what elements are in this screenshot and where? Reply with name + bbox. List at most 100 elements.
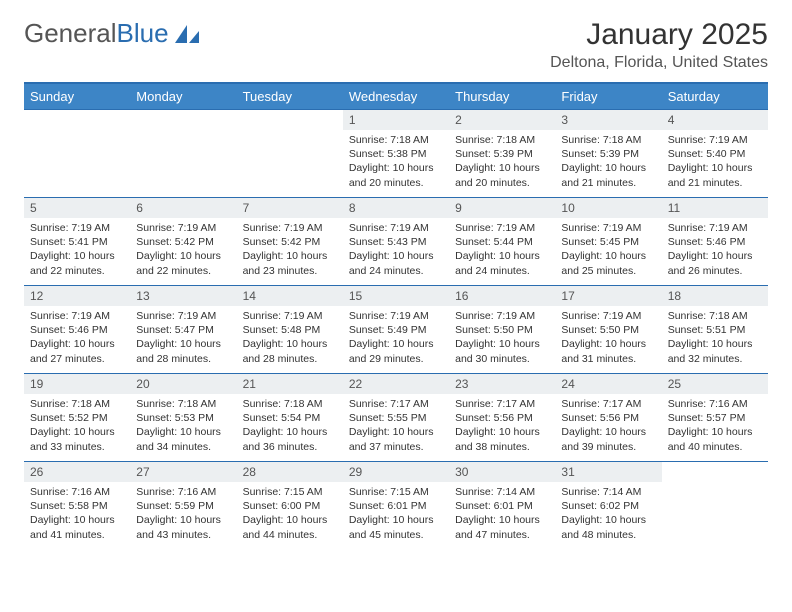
daylight-text: Daylight: 10 hours and 33 minutes. (30, 425, 124, 453)
sunrise-text: Sunrise: 7:14 AM (455, 485, 549, 499)
calendar-week-row: 1Sunrise: 7:18 AMSunset: 5:38 PMDaylight… (24, 110, 768, 198)
sunrise-text: Sunrise: 7:14 AM (561, 485, 655, 499)
day-number (237, 110, 343, 116)
sunset-text: Sunset: 5:45 PM (561, 235, 655, 249)
day-details: Sunrise: 7:19 AMSunset: 5:47 PMDaylight:… (130, 306, 236, 370)
day-details: Sunrise: 7:17 AMSunset: 5:56 PMDaylight:… (449, 394, 555, 458)
day-number: 17 (555, 286, 661, 306)
day-number: 29 (343, 462, 449, 482)
calendar-body: 1Sunrise: 7:18 AMSunset: 5:38 PMDaylight… (24, 110, 768, 550)
calendar-day-cell: 19Sunrise: 7:18 AMSunset: 5:52 PMDayligh… (24, 374, 130, 462)
calendar-day-cell: 5Sunrise: 7:19 AMSunset: 5:41 PMDaylight… (24, 198, 130, 286)
daylight-text: Daylight: 10 hours and 28 minutes. (243, 337, 337, 365)
daylight-text: Daylight: 10 hours and 40 minutes. (668, 425, 762, 453)
title-block: January 2025 Deltona, Florida, United St… (550, 18, 768, 72)
sunrise-text: Sunrise: 7:19 AM (136, 221, 230, 235)
calendar-day-cell: 12Sunrise: 7:19 AMSunset: 5:46 PMDayligh… (24, 286, 130, 374)
day-details: Sunrise: 7:16 AMSunset: 5:59 PMDaylight:… (130, 482, 236, 546)
day-number: 24 (555, 374, 661, 394)
day-details: Sunrise: 7:19 AMSunset: 5:43 PMDaylight:… (343, 218, 449, 282)
sunrise-text: Sunrise: 7:17 AM (455, 397, 549, 411)
sunrise-text: Sunrise: 7:19 AM (668, 133, 762, 147)
day-number: 26 (24, 462, 130, 482)
daylight-text: Daylight: 10 hours and 21 minutes. (668, 161, 762, 189)
daylight-text: Daylight: 10 hours and 23 minutes. (243, 249, 337, 277)
daylight-text: Daylight: 10 hours and 30 minutes. (455, 337, 549, 365)
calendar-day-cell: 30Sunrise: 7:14 AMSunset: 6:01 PMDayligh… (449, 462, 555, 550)
sunset-text: Sunset: 5:55 PM (349, 411, 443, 425)
weekday-header: Saturday (662, 83, 768, 110)
day-number: 20 (130, 374, 236, 394)
calendar-day-cell (24, 110, 130, 198)
sunrise-text: Sunrise: 7:19 AM (30, 309, 124, 323)
sunset-text: Sunset: 6:01 PM (455, 499, 549, 513)
calendar-day-cell: 20Sunrise: 7:18 AMSunset: 5:53 PMDayligh… (130, 374, 236, 462)
weekday-header: Monday (130, 83, 236, 110)
daylight-text: Daylight: 10 hours and 25 minutes. (561, 249, 655, 277)
daylight-text: Daylight: 10 hours and 22 minutes. (136, 249, 230, 277)
day-details: Sunrise: 7:15 AMSunset: 6:01 PMDaylight:… (343, 482, 449, 546)
day-number: 19 (24, 374, 130, 394)
weekday-header: Friday (555, 83, 661, 110)
calendar-week-row: 12Sunrise: 7:19 AMSunset: 5:46 PMDayligh… (24, 286, 768, 374)
sunset-text: Sunset: 6:00 PM (243, 499, 337, 513)
calendar-day-cell: 28Sunrise: 7:15 AMSunset: 6:00 PMDayligh… (237, 462, 343, 550)
day-number: 12 (24, 286, 130, 306)
sunrise-text: Sunrise: 7:19 AM (349, 221, 443, 235)
daylight-text: Daylight: 10 hours and 24 minutes. (349, 249, 443, 277)
location-subtitle: Deltona, Florida, United States (550, 54, 768, 72)
sunset-text: Sunset: 5:44 PM (455, 235, 549, 249)
calendar-day-cell: 1Sunrise: 7:18 AMSunset: 5:38 PMDaylight… (343, 110, 449, 198)
sunrise-text: Sunrise: 7:19 AM (30, 221, 124, 235)
day-number: 8 (343, 198, 449, 218)
calendar-day-cell (237, 110, 343, 198)
sunrise-text: Sunrise: 7:18 AM (668, 309, 762, 323)
calendar-week-row: 26Sunrise: 7:16 AMSunset: 5:58 PMDayligh… (24, 462, 768, 550)
sunset-text: Sunset: 5:51 PM (668, 323, 762, 337)
day-details: Sunrise: 7:17 AMSunset: 5:55 PMDaylight:… (343, 394, 449, 458)
sunrise-text: Sunrise: 7:18 AM (349, 133, 443, 147)
sunrise-text: Sunrise: 7:19 AM (455, 309, 549, 323)
sunrise-text: Sunrise: 7:19 AM (136, 309, 230, 323)
calendar-day-cell: 29Sunrise: 7:15 AMSunset: 6:01 PMDayligh… (343, 462, 449, 550)
calendar-day-cell: 10Sunrise: 7:19 AMSunset: 5:45 PMDayligh… (555, 198, 661, 286)
calendar-day-cell: 31Sunrise: 7:14 AMSunset: 6:02 PMDayligh… (555, 462, 661, 550)
daylight-text: Daylight: 10 hours and 47 minutes. (455, 513, 549, 541)
daylight-text: Daylight: 10 hours and 31 minutes. (561, 337, 655, 365)
daylight-text: Daylight: 10 hours and 24 minutes. (455, 249, 549, 277)
calendar-day-cell: 22Sunrise: 7:17 AMSunset: 5:55 PMDayligh… (343, 374, 449, 462)
day-details: Sunrise: 7:14 AMSunset: 6:02 PMDaylight:… (555, 482, 661, 546)
weekday-header: Wednesday (343, 83, 449, 110)
daylight-text: Daylight: 10 hours and 29 minutes. (349, 337, 443, 365)
calendar-day-cell: 17Sunrise: 7:19 AMSunset: 5:50 PMDayligh… (555, 286, 661, 374)
sunrise-text: Sunrise: 7:18 AM (136, 397, 230, 411)
logo-text-gray: General (24, 18, 117, 49)
sunrise-text: Sunrise: 7:17 AM (561, 397, 655, 411)
day-number: 2 (449, 110, 555, 130)
daylight-text: Daylight: 10 hours and 43 minutes. (136, 513, 230, 541)
daylight-text: Daylight: 10 hours and 32 minutes. (668, 337, 762, 365)
day-details: Sunrise: 7:19 AMSunset: 5:50 PMDaylight:… (555, 306, 661, 370)
day-number: 22 (343, 374, 449, 394)
sunset-text: Sunset: 5:47 PM (136, 323, 230, 337)
sunset-text: Sunset: 5:54 PM (243, 411, 337, 425)
daylight-text: Daylight: 10 hours and 20 minutes. (455, 161, 549, 189)
calendar-day-cell: 3Sunrise: 7:18 AMSunset: 5:39 PMDaylight… (555, 110, 661, 198)
daylight-text: Daylight: 10 hours and 28 minutes. (136, 337, 230, 365)
sunset-text: Sunset: 5:42 PM (243, 235, 337, 249)
day-details: Sunrise: 7:18 AMSunset: 5:54 PMDaylight:… (237, 394, 343, 458)
day-details: Sunrise: 7:19 AMSunset: 5:42 PMDaylight:… (130, 218, 236, 282)
calendar-day-cell: 16Sunrise: 7:19 AMSunset: 5:50 PMDayligh… (449, 286, 555, 374)
daylight-text: Daylight: 10 hours and 41 minutes. (30, 513, 124, 541)
day-details: Sunrise: 7:18 AMSunset: 5:39 PMDaylight:… (449, 130, 555, 194)
sunrise-text: Sunrise: 7:19 AM (561, 309, 655, 323)
sunset-text: Sunset: 5:53 PM (136, 411, 230, 425)
calendar-day-cell: 11Sunrise: 7:19 AMSunset: 5:46 PMDayligh… (662, 198, 768, 286)
day-number: 1 (343, 110, 449, 130)
daylight-text: Daylight: 10 hours and 48 minutes. (561, 513, 655, 541)
calendar-day-cell: 6Sunrise: 7:19 AMSunset: 5:42 PMDaylight… (130, 198, 236, 286)
sunrise-text: Sunrise: 7:15 AM (349, 485, 443, 499)
sunrise-text: Sunrise: 7:18 AM (561, 133, 655, 147)
sunset-text: Sunset: 5:52 PM (30, 411, 124, 425)
day-details: Sunrise: 7:19 AMSunset: 5:45 PMDaylight:… (555, 218, 661, 282)
